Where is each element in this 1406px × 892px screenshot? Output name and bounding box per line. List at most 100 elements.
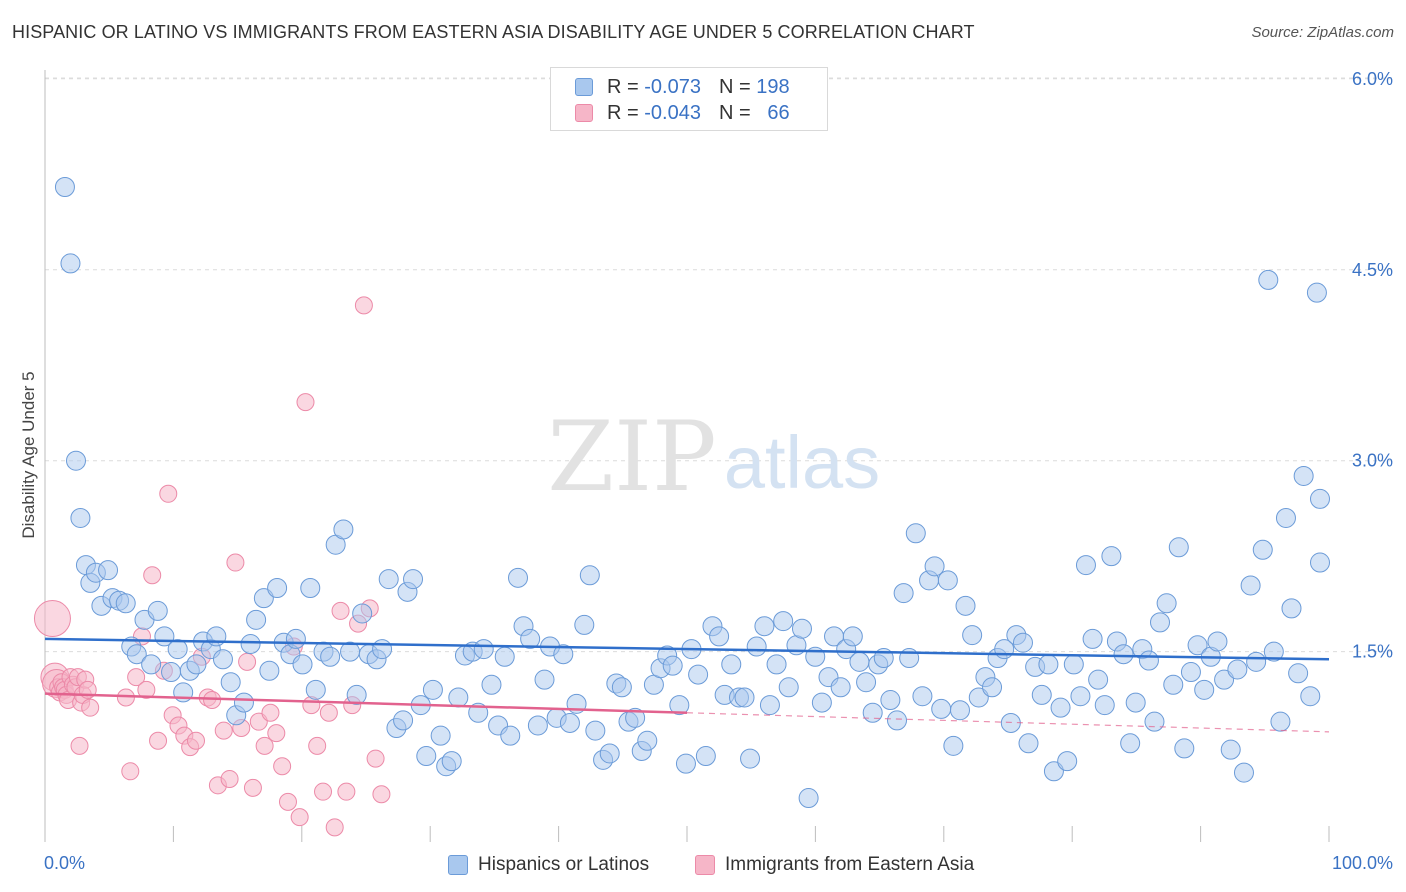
chart-title: HISPANIC OR LATINO VS IMMIGRANTS FROM EA… (12, 22, 975, 42)
data-point (300, 578, 321, 598)
data-point (949, 700, 970, 721)
data-point (1240, 575, 1261, 596)
data-point (1075, 555, 1096, 576)
data-point (403, 569, 424, 590)
data-point (811, 692, 832, 713)
data-point (1263, 641, 1284, 662)
y-axis-label: Disability Age Under 5 (19, 371, 38, 538)
data-point (688, 664, 709, 685)
data-point (1207, 631, 1228, 652)
data-point (740, 748, 761, 769)
data-point (206, 626, 227, 647)
data-point (520, 628, 541, 649)
watermark-atlas: atlas (724, 421, 880, 504)
data-point (337, 782, 356, 801)
data-point (675, 753, 696, 774)
legend: R = -0.073 N = 198 R = -0.043 N = 66 (550, 67, 828, 131)
data-point (354, 296, 373, 315)
data-point (798, 788, 819, 809)
data-point (33, 600, 71, 638)
tick-labels: 1.5% 3.0% 4.5% 6.0% 0.0% 100.0% (44, 69, 1393, 873)
data-point (1156, 593, 1177, 614)
bottom-legend-hispanics: Hispanics or Latinos (448, 852, 649, 878)
data-point (243, 778, 262, 797)
data-point (314, 782, 333, 801)
legend-r-label: R = (607, 75, 639, 98)
data-point (167, 639, 188, 660)
data-point (585, 720, 606, 741)
data-point (261, 703, 280, 722)
data-point (1180, 662, 1201, 683)
trend-line-hispanics (44, 637, 1330, 661)
axes (44, 70, 1330, 842)
data-point (259, 660, 280, 681)
data-point (1050, 697, 1071, 718)
data-point (325, 818, 344, 837)
y-tick-label: 4.5% (1352, 260, 1393, 280)
data-point (574, 614, 595, 635)
data-point (1310, 488, 1330, 509)
bottom-legend-label: Immigrants from Eastern Asia (725, 854, 975, 875)
data-point (559, 712, 580, 733)
data-point (842, 626, 863, 647)
data-point (1031, 684, 1052, 705)
data-point (212, 649, 233, 670)
data-point (278, 792, 297, 811)
data-point (54, 177, 75, 198)
data-point (127, 668, 146, 687)
data-point (637, 730, 658, 751)
data-point (422, 679, 443, 700)
data-point (149, 731, 168, 750)
data-point (553, 644, 574, 665)
data-point (856, 672, 877, 693)
legend-n-value: 66 (767, 101, 790, 124)
data-point (662, 655, 683, 676)
data-point (115, 593, 136, 614)
data-point (161, 662, 182, 683)
data-point (121, 762, 140, 781)
data-point (880, 690, 901, 711)
data-point (255, 736, 274, 755)
data-point (137, 680, 156, 699)
legend-swatch-pink (575, 104, 593, 122)
y-tick-label: 1.5% (1352, 642, 1393, 662)
data-point (441, 751, 462, 772)
data-point (968, 687, 989, 708)
data-point (1214, 669, 1235, 690)
bottom-legend-eastern-asia: Immigrants from Eastern Asia (695, 852, 974, 878)
x-tick-label: 0.0% (44, 853, 85, 873)
data-point (1270, 711, 1291, 732)
data-point (1018, 733, 1039, 754)
data-point (1163, 674, 1184, 695)
data-point (1293, 465, 1314, 486)
data-point (599, 743, 620, 764)
data-point (579, 565, 600, 586)
data-point (416, 746, 437, 767)
data-point (754, 616, 775, 637)
data-point (1252, 539, 1273, 560)
data-point (331, 601, 350, 620)
data-point (1070, 686, 1091, 707)
data-point (1150, 612, 1170, 633)
bottom-legend-label: Hispanics or Latinos (478, 854, 650, 875)
data-point (611, 677, 632, 698)
data-point (147, 600, 168, 621)
bottom-legend-swatch-pink (695, 855, 715, 875)
data-point (233, 692, 254, 713)
data-point (333, 519, 354, 540)
data-point (320, 646, 341, 667)
data-point (240, 634, 261, 655)
legend-n-label: N = (718, 75, 751, 98)
data-point (81, 698, 100, 717)
data-point (830, 677, 851, 698)
data-point (1012, 632, 1033, 653)
legend-swatch-blue (575, 78, 593, 96)
data-point (1094, 695, 1115, 716)
data-point (65, 450, 86, 471)
data-point (766, 654, 787, 675)
data-point (527, 715, 548, 736)
data-point (346, 684, 367, 705)
data-point (1174, 738, 1195, 759)
data-point (378, 569, 399, 590)
